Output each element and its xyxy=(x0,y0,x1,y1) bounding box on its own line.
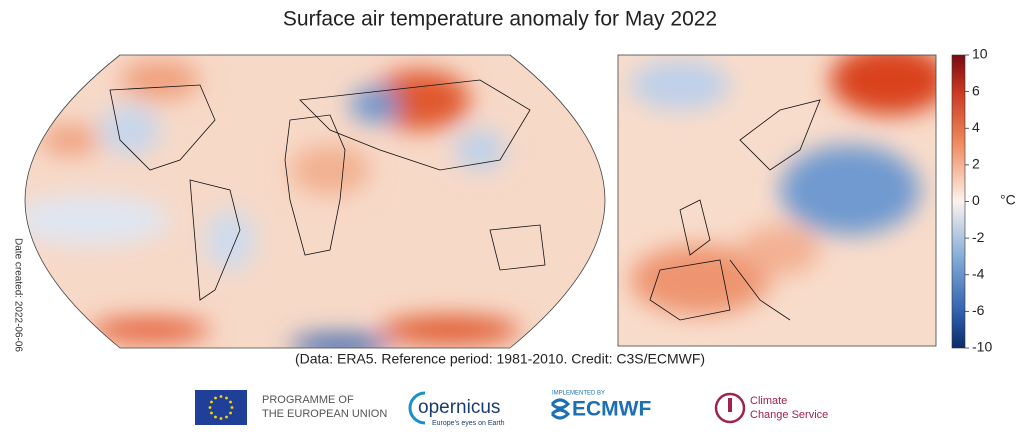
eu-star xyxy=(230,406,234,409)
eu-star xyxy=(214,396,217,400)
eu-star xyxy=(225,415,228,419)
eu-star xyxy=(229,400,232,404)
colorbar xyxy=(951,54,966,349)
eu-star xyxy=(225,396,228,400)
europe-map xyxy=(618,55,936,346)
europe-frame xyxy=(617,54,937,347)
copernicus-name: opernicus xyxy=(418,397,500,418)
c3s-mark xyxy=(714,392,746,424)
eu-star xyxy=(219,417,223,420)
date-created: Date created: 2022-06-06 xyxy=(12,238,23,352)
ecmwf-mark xyxy=(550,398,571,420)
eu-star xyxy=(229,411,232,415)
title: Surface air temperature anomaly for May … xyxy=(283,8,717,31)
eu-star xyxy=(208,406,212,409)
colorbar-label: -10 xyxy=(972,339,992,355)
copernicus-tagline: Europe's eyes on Earth xyxy=(432,420,505,427)
colorbar-unit: °C xyxy=(1000,192,1016,208)
colorbar-label: 6 xyxy=(972,82,980,98)
eu-star xyxy=(210,400,213,404)
ecmwf-small: IMPLEMENTED BY xyxy=(552,391,605,397)
eu-text: PROGRAMME OF xyxy=(262,394,354,406)
eu-star xyxy=(210,411,213,415)
colorbar-label: -2 xyxy=(972,229,985,245)
eu-star xyxy=(219,395,223,398)
colorbar-label: 2 xyxy=(972,156,980,172)
eu-text: THE EUROPEAN UNION xyxy=(262,408,387,420)
world-map xyxy=(25,55,605,348)
eu-stars xyxy=(208,395,234,420)
map-frame xyxy=(24,54,606,349)
copernicus-mark xyxy=(408,391,426,425)
caption: (Data: ERA5. Reference period: 1981-2010… xyxy=(295,351,705,367)
eu-star xyxy=(214,415,217,419)
c3s-text: Change Service xyxy=(750,409,828,421)
colorbar-label: 10 xyxy=(972,46,988,62)
c3s-text: Climate xyxy=(750,395,787,407)
colorbar-label: 0 xyxy=(972,192,980,208)
colorbar-label: 4 xyxy=(972,119,980,135)
c3s-thermo xyxy=(728,398,732,412)
colorbar-label: -4 xyxy=(972,265,985,281)
ecmwf-name: ECMWF xyxy=(572,398,651,421)
colorbar-label: -6 xyxy=(972,302,985,318)
